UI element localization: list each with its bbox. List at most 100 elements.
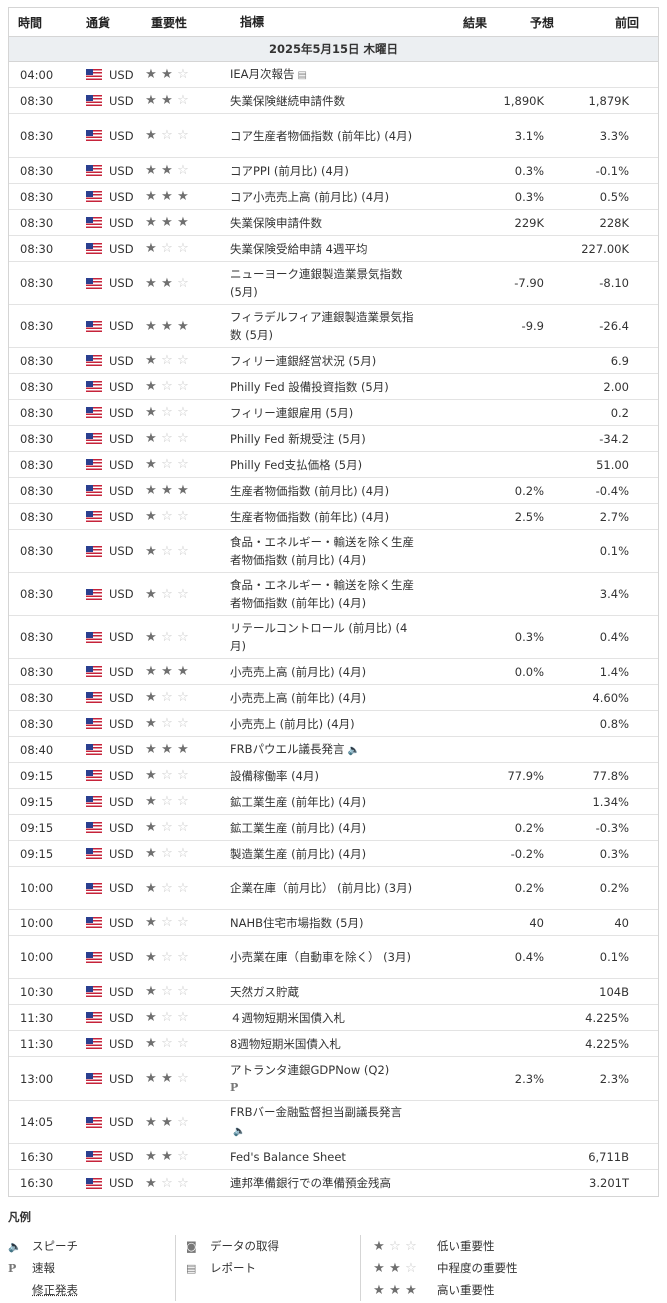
event-name-text[interactable]: コア小売売上高 (前月比) (4月) <box>230 189 390 204</box>
event-name[interactable]: アトランタ連銀GDPNow (Q2) P <box>230 1061 415 1097</box>
event-name-text[interactable]: コア生産者物価指数 (前年比) (4月) <box>230 128 413 143</box>
event-name-text[interactable]: 鉱工業生産 (前月比) (4月) <box>230 820 367 835</box>
event-row[interactable]: 08:30 USD ★ ★ ★ コア小売売上高 (前月比) (4月) 0.3% 0.5% <box>9 184 658 210</box>
event-name[interactable]: 小売業在庫（自動車を除く） (3月) <box>230 948 415 966</box>
event-name-text[interactable]: フィラデルフィア連銀製造業景気指数 (5月) <box>230 310 414 342</box>
event-name-text[interactable]: 小売売上 (前月比) (4月) <box>230 716 355 731</box>
event-name[interactable]: FRBパウエル議長発言 🔈 <box>230 740 415 760</box>
event-name-text[interactable]: 設備稼働率 (4月) <box>230 768 319 783</box>
event-row[interactable]: 08:30 USD ★ ☆ ☆ フィリー連銀経営状況 (5月) 6.9 <box>9 348 658 374</box>
event-row[interactable]: 08:30 USD ★ ☆ ☆ 食品・エネルギー・輸送を除く生産者物価指数 (前月比) (… <box>9 530 658 573</box>
event-name[interactable]: コアPPI (前月比) (4月) <box>230 162 415 180</box>
event-row[interactable]: 16:30 USD ★ ★ ☆ Fed's Balance Sheet 6,711B <box>9 1144 658 1170</box>
event-name-text[interactable]: 連邦準備銀行での準備預金残高 <box>230 1176 391 1190</box>
event-name-text[interactable]: 生産者物価指数 (前月比) (4月) <box>230 483 390 498</box>
event-row[interactable]: 08:30 USD ★ ★ ★ 小売売上高 (前月比) (4月) 0.0% 1.4% <box>9 659 658 685</box>
event-row[interactable]: 10:00 USD ★ ☆ ☆ NAHB住宅市場指数 (5月) 40 40 <box>9 910 658 936</box>
event-row[interactable]: 08:30 USD ★ ★ ★ フィラデルフィア連銀製造業景気指数 (5月) -9.9 -26… <box>9 305 658 348</box>
event-name[interactable]: 8週物短期米国債入札 <box>230 1035 415 1053</box>
event-name-text[interactable]: 食品・エネルギー・輸送を除く生産者物価指数 (前月比) (4月) <box>230 535 414 567</box>
event-name[interactable]: 小売売上高 (前年比) (4月) <box>230 689 415 707</box>
event-name[interactable]: 小売売上 (前月比) (4月) <box>230 715 415 733</box>
event-row[interactable]: 08:40 USD ★ ★ ★ FRBパウエル議長発言 🔈 <box>9 737 658 763</box>
event-name[interactable]: 設備稼働率 (4月) <box>230 767 415 785</box>
event-row[interactable]: 08:30 USD ★ ☆ ☆ コア生産者物価指数 (前年比) (4月) 3.1% 3.3% <box>9 114 658 158</box>
event-name-text[interactable]: FRBパウエル議長発言 <box>230 741 345 756</box>
event-name[interactable]: FRBバー金融監督担当副議長発言 🔈 <box>230 1103 415 1141</box>
event-name[interactable]: NAHB住宅市場指数 (5月) <box>230 914 415 932</box>
event-row[interactable]: 08:30 USD ★ ☆ ☆ 小売売上 (前月比) (4月) 0.8% <box>9 711 658 737</box>
event-name-text[interactable]: フィリー連銀経営状況 (5月) <box>230 353 377 368</box>
event-name[interactable]: 鉱工業生産 (前月比) (4月) <box>230 819 415 837</box>
event-row[interactable]: 11:30 USD ★ ☆ ☆ ４週物短期米国債入札 4.225% <box>9 1005 658 1031</box>
event-row[interactable]: 08:30 USD ★ ★ ☆ コアPPI (前月比) (4月) 0.3% -0.1% <box>9 158 658 184</box>
event-row[interactable]: 16:30 USD ★ ☆ ☆ 連邦準備銀行での準備預金残高 3.201T <box>9 1170 658 1196</box>
event-row[interactable]: 04:00 USD ★ ★ ☆ IEA月次報告 ▤ <box>9 62 658 88</box>
event-name[interactable]: 食品・エネルギー・輸送を除く生産者物価指数 (前月比) (4月) <box>230 533 415 569</box>
event-name-text[interactable]: 失業保険申請件数 <box>230 215 322 230</box>
event-name-text[interactable]: Fed's Balance Sheet <box>230 1149 346 1164</box>
event-row[interactable]: 09:15 USD ★ ☆ ☆ 設備稼働率 (4月) 77.9% 77.8% <box>9 763 658 789</box>
event-name[interactable]: 失業保険継続申請件数 <box>230 92 415 110</box>
event-name-text[interactable]: ４週物短期米国債入札 <box>230 1010 345 1025</box>
event-name[interactable]: Fed's Balance Sheet <box>230 1148 415 1166</box>
event-name-text[interactable]: 失業保険継続申請件数 <box>230 93 345 108</box>
event-name-text[interactable]: リテールコントロール (前月比) (4月) <box>230 621 408 653</box>
event-name-text[interactable]: フィリー連銀雇用 (5月) <box>230 405 354 420</box>
event-row[interactable]: 08:30 USD ★ ☆ ☆ 生産者物価指数 (前年比) (4月) 2.5% 2.7% <box>9 504 658 530</box>
event-name[interactable]: 失業保険受給申請 4週平均 <box>230 240 415 258</box>
event-row[interactable]: 08:30 USD ★ ☆ ☆ リテールコントロール (前月比) (4月) 0.3% 0.4% <box>9 616 658 659</box>
event-name[interactable]: リテールコントロール (前月比) (4月) <box>230 619 415 655</box>
event-row[interactable]: 08:30 USD ★ ☆ ☆ Philly Fed支払価格 (5月) 51.00 <box>9 452 658 478</box>
event-row[interactable]: 08:30 USD ★ ☆ ☆ Philly Fed 新規受注 (5月) -34.2 <box>9 426 658 452</box>
event-name[interactable]: フィラデルフィア連銀製造業景気指数 (5月) <box>230 308 415 344</box>
event-name-text[interactable]: Philly Fed 新規受注 (5月) <box>230 431 366 446</box>
event-name-text[interactable]: 失業保険受給申請 4週平均 <box>230 241 368 256</box>
event-name[interactable]: IEA月次報告 ▤ <box>230 65 415 85</box>
event-name[interactable]: Philly Fed 設備投資指数 (5月) <box>230 378 415 396</box>
event-name[interactable]: 連邦準備銀行での準備預金残高 <box>230 1174 415 1192</box>
event-name[interactable]: 生産者物価指数 (前年比) (4月) <box>230 508 415 526</box>
event-name[interactable]: フィリー連銀経営状況 (5月) <box>230 352 415 370</box>
event-name[interactable]: 鉱工業生産 (前年比) (4月) <box>230 793 415 811</box>
event-name[interactable]: Philly Fed支払価格 (5月) <box>230 456 415 474</box>
event-name-text[interactable]: 製造業生産 (前月比) (4月) <box>230 846 367 861</box>
event-name-text[interactable]: 食品・エネルギー・輸送を除く生産者物価指数 (前年比) (4月) <box>230 578 414 610</box>
event-row[interactable]: 10:00 USD ★ ☆ ☆ 小売業在庫（自動車を除く） (3月) 0.4% 0.1% <box>9 936 658 979</box>
event-name-text[interactable]: IEA月次報告 <box>230 66 295 81</box>
event-name-text[interactable]: 小売業在庫（自動車を除く） (3月) <box>230 950 411 964</box>
event-name[interactable]: 企業在庫（前月比） (前月比) (3月) <box>230 879 415 897</box>
event-row[interactable]: 08:30 USD ★ ☆ ☆ フィリー連銀雇用 (5月) 0.2 <box>9 400 658 426</box>
event-name[interactable]: ニューヨーク連銀製造業景気指数 (5月) <box>230 265 415 301</box>
event-row[interactable]: 10:30 USD ★ ☆ ☆ 天然ガス貯蔵 104B <box>9 979 658 1005</box>
event-row[interactable]: 11:30 USD ★ ☆ ☆ 8週物短期米国債入札 4.225% <box>9 1031 658 1057</box>
event-row[interactable]: 14:05 USD ★ ★ ☆ FRBバー金融監督担当副議長発言🔈 <box>9 1101 658 1144</box>
event-name[interactable]: フィリー連銀雇用 (5月) <box>230 404 415 422</box>
event-name[interactable]: コア生産者物価指数 (前年比) (4月) <box>230 127 415 145</box>
event-name-text[interactable]: 8週物短期米国債入札 <box>230 1036 341 1051</box>
event-name[interactable]: ４週物短期米国債入札 <box>230 1009 415 1027</box>
event-name[interactable]: 小売売上高 (前月比) (4月) <box>230 663 415 681</box>
event-name-text[interactable]: 生産者物価指数 (前年比) (4月) <box>230 509 390 524</box>
event-name[interactable]: 天然ガス貯蔵 <box>230 983 415 1001</box>
event-row[interactable]: 08:30 USD ★ ★ ☆ ニューヨーク連銀製造業景気指数 (5月) -7.90 -8.1… <box>9 262 658 305</box>
event-row[interactable]: 13:00 USD ★ ★ ☆ アトランタ連銀GDPNow (Q2) P 2.3% 2.3% <box>9 1057 658 1101</box>
event-name-text[interactable]: FRBバー金融監督担当副議長発言 <box>230 1105 402 1119</box>
event-row[interactable]: 08:30 USD ★ ☆ ☆ Philly Fed 設備投資指数 (5月) 2.00 <box>9 374 658 400</box>
event-name[interactable]: Philly Fed 新規受注 (5月) <box>230 430 415 448</box>
event-name-text[interactable]: 天然ガス貯蔵 <box>230 984 299 999</box>
event-name-text[interactable]: NAHB住宅市場指数 (5月) <box>230 915 364 930</box>
event-row[interactable]: 09:15 USD ★ ☆ ☆ 鉱工業生産 (前月比) (4月) 0.2% -0.3% <box>9 815 658 841</box>
event-name[interactable]: 生産者物価指数 (前月比) (4月) <box>230 482 415 500</box>
event-name[interactable]: 失業保険申請件数 <box>230 214 415 232</box>
event-row[interactable]: 08:30 USD ★ ★ ★ 失業保険申請件数 229K 228K <box>9 210 658 236</box>
event-row[interactable]: 10:00 USD ★ ☆ ☆ 企業在庫（前月比） (前月比) (3月) 0.2% 0.2% <box>9 867 658 910</box>
event-name[interactable]: コア小売売上高 (前月比) (4月) <box>230 188 415 206</box>
event-row[interactable]: 08:30 USD ★ ☆ ☆ 食品・エネルギー・輸送を除く生産者物価指数 (前年比) (… <box>9 573 658 616</box>
event-name-text[interactable]: アトランタ連銀GDPNow (Q2) <box>230 1062 390 1077</box>
event-name-text[interactable]: 企業在庫（前月比） (前月比) (3月) <box>230 881 413 895</box>
event-row[interactable]: 08:30 USD ★ ☆ ☆ 小売売上高 (前年比) (4月) 4.60% <box>9 685 658 711</box>
event-name-text[interactable]: コアPPI (前月比) (4月) <box>230 163 349 178</box>
event-name[interactable]: 食品・エネルギー・輸送を除く生産者物価指数 (前年比) (4月) <box>230 576 415 612</box>
event-row[interactable]: 09:15 USD ★ ☆ ☆ 製造業生産 (前月比) (4月) -0.2% 0.3% <box>9 841 658 867</box>
